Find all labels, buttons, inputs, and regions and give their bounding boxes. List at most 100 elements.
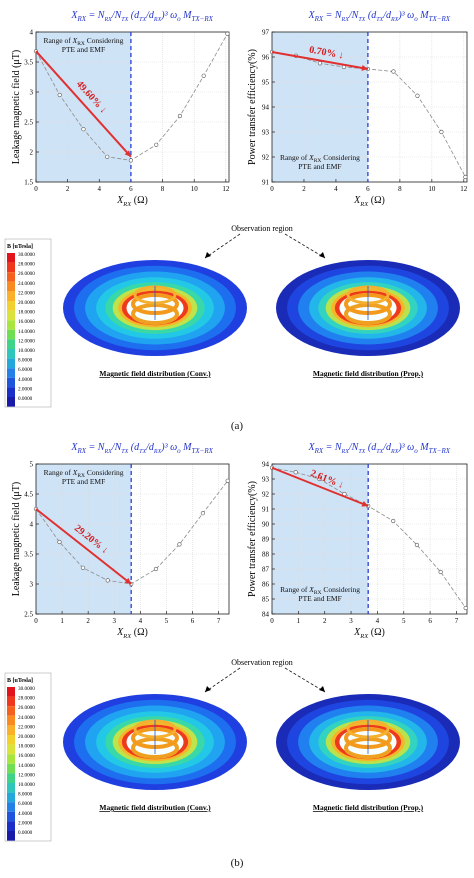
- x-tick-label: 12: [222, 185, 230, 193]
- x-tick-label: 4: [98, 185, 102, 193]
- formula-text: XRX = NRX/NTX (dTX/dRX)³ ωo MTX−RX: [307, 442, 450, 455]
- legend-swatch: [7, 301, 15, 311]
- x-tick-label: 0: [270, 185, 274, 193]
- legend-tick-label: 0.0000: [18, 396, 33, 402]
- legend-swatch: [7, 802, 15, 812]
- legend-swatch: [7, 320, 15, 330]
- range-note-line1: Range of XRX Considering: [43, 36, 123, 47]
- legend-swatch: [7, 754, 15, 764]
- legend-swatch: [7, 744, 15, 755]
- data-point: [153, 566, 159, 572]
- y-tick-label: 3.5: [24, 59, 33, 67]
- observation-arrow: [204, 233, 241, 259]
- x-tick-label: 4: [139, 617, 143, 625]
- trend-arrow: [271, 51, 369, 70]
- data-point: [177, 113, 183, 119]
- legend-tick-label: 28.0000: [18, 696, 35, 702]
- data-point: [128, 158, 134, 163]
- data-point: [200, 511, 206, 516]
- y-tick-label: 92: [262, 491, 270, 499]
- legend-swatch: [7, 377, 15, 388]
- legend-tick-label: 2.0000: [18, 386, 33, 392]
- x-tick-label: 12: [460, 185, 468, 193]
- legend-swatch: [7, 696, 15, 707]
- y-tick-label: 3: [30, 581, 34, 589]
- data-point: [154, 142, 159, 147]
- x-axis-label: XRX (Ω): [353, 627, 385, 640]
- x-tick-label: 5: [165, 617, 169, 625]
- y-tick-label: 4: [30, 521, 34, 529]
- y-tick-label: 1.5: [24, 179, 33, 187]
- data-point: [414, 542, 420, 548]
- legend-swatch: [7, 272, 15, 282]
- legend-tick-label: 10.0000: [18, 348, 35, 354]
- y-tick-label: 3: [30, 89, 34, 97]
- trend-arrow: [35, 508, 132, 585]
- range-note-line1: Range of XRX Considering: [44, 468, 124, 479]
- data-point: [463, 174, 468, 180]
- legend-tick-label: 2.0000: [18, 820, 33, 826]
- data-point: [105, 154, 110, 159]
- y-tick-label: 4: [30, 29, 34, 37]
- formula-text: XRX = NRX/NTX (dTX/dRX)³ ωo MTX−RX: [70, 442, 213, 455]
- observation-arrowhead: [205, 252, 211, 258]
- field-sim-1: B [uTesla] 30.0000 28.0000 26.0000 24.0000 22…: [4, 658, 460, 842]
- y-tick-label: 4.5: [24, 491, 33, 499]
- legend-swatch: [7, 735, 15, 745]
- data-point: [177, 542, 182, 547]
- legend-tick-label: 14.0000: [18, 763, 35, 769]
- y-tick-label: 88: [262, 551, 270, 559]
- trend-arrow: [35, 50, 132, 158]
- sim-caption: Magnetic field distribution (Conv.): [99, 369, 211, 378]
- y-axis-label: Leakage magnetic field (μT): [11, 482, 22, 596]
- observation-label: Observation region: [231, 658, 293, 667]
- x-tick-label: 2: [66, 185, 70, 193]
- legend-swatch: [7, 811, 15, 822]
- field-map-conv: [63, 694, 247, 790]
- y-axis-label: Power transfer efficiency(%): [247, 49, 258, 165]
- x-tick-label: 6: [366, 185, 370, 193]
- y-tick-label: 86: [262, 581, 270, 589]
- legend-swatch: [7, 725, 15, 735]
- data-point: [439, 129, 444, 135]
- data-point: [463, 605, 468, 611]
- x-tick-label: 4: [376, 617, 380, 625]
- legend-tick-label: 8.0000: [18, 358, 33, 364]
- legend-tick-label: 0.0000: [18, 830, 33, 836]
- observation-arrowhead: [205, 686, 211, 692]
- field-map-prop: [276, 694, 460, 790]
- y-tick-label: 93: [262, 476, 270, 484]
- legend-tick-label: 20.0000: [18, 300, 35, 306]
- x-tick-label: 4: [334, 185, 338, 193]
- legend-swatch: [7, 339, 15, 349]
- legend-tick-label: 22.0000: [18, 290, 35, 296]
- x-axis-label: XRX (Ω): [116, 195, 148, 208]
- x-tick-label: 7: [217, 617, 221, 625]
- legend-tick-label: 16.0000: [18, 753, 35, 759]
- legend-tick-label: 8.0000: [18, 792, 33, 798]
- legend-title: B [uTesla]: [7, 244, 33, 250]
- panel-label-b: (b): [230, 857, 244, 869]
- legend-tick-label: 14.0000: [18, 329, 35, 335]
- data-point: [201, 73, 206, 78]
- legend-swatch: [7, 349, 15, 359]
- data-point: [57, 539, 62, 545]
- legend-tick-label: 24.0000: [18, 281, 35, 287]
- formula-1: XRX = NRX/NTX (dTX/dRX)³ ωo MTX−RX: [307, 10, 450, 23]
- legend-tick-label: 28.0000: [18, 262, 35, 268]
- legend-swatch: [7, 773, 15, 783]
- range-note-line1: Range of XRX Considering: [280, 153, 360, 164]
- legend-swatch: [7, 831, 15, 841]
- legend-title: B [uTesla]: [7, 678, 33, 684]
- data-point: [225, 478, 230, 483]
- x-tick-label: 3: [349, 617, 353, 625]
- data-point: [81, 127, 86, 132]
- y-tick-label: 84: [262, 611, 270, 619]
- data-point: [317, 61, 323, 66]
- highlight-region: [272, 32, 368, 182]
- formula-3: XRX = NRX/NTX (dTX/dRX)³ ωo MTX−RX: [307, 442, 450, 455]
- x-tick-label: 0: [270, 617, 274, 625]
- legend-tick-label: 12.0000: [18, 338, 35, 344]
